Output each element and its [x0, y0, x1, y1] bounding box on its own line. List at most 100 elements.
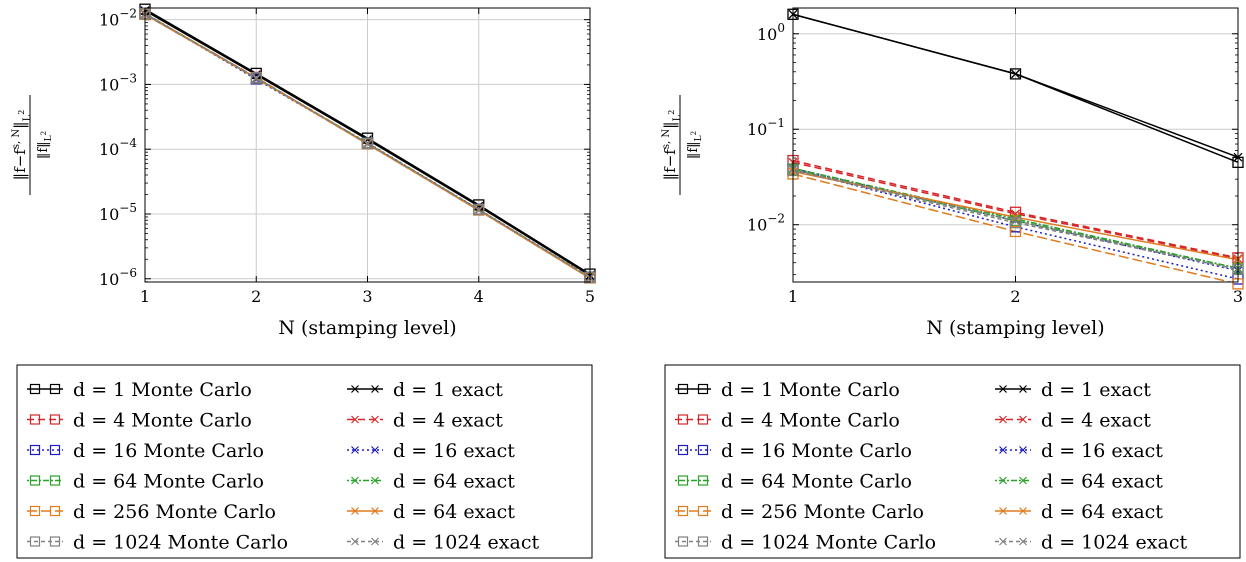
- x-tick-label: 2: [1010, 287, 1020, 306]
- legend-label: d = 16 exact: [393, 440, 515, 462]
- legend-item: d = 64 exact: [347, 501, 515, 523]
- legend-label: d = 64 Monte Carlo: [73, 471, 264, 493]
- legend-label: d = 64 Monte Carlo: [721, 471, 912, 493]
- legend-marker-square: [49, 414, 61, 425]
- legend-label: d = 1024 Monte Carlo: [721, 532, 936, 554]
- legend: d = 1 Monte Carlo d = 1 exact d = 4 Monte …: [664, 364, 1241, 559]
- legend-label: d = 4 Monte Carlo: [721, 410, 900, 432]
- legend-box: [16, 364, 593, 559]
- data-point-x: [1011, 216, 1020, 226]
- legend-item: d = 16 Monte Carlo: [675, 440, 912, 462]
- data-point-x: [251, 73, 261, 83]
- legend-marker-square: [29, 383, 41, 395]
- x-tick-label: 1: [788, 287, 798, 306]
- data-point-x: [474, 205, 484, 215]
- legend-marker-x: [999, 476, 1007, 485]
- data-point-square: [473, 203, 485, 216]
- legend-item: d = 4 Monte Carlo: [675, 410, 900, 432]
- data-point-x: [1011, 69, 1020, 79]
- legend-marker-square: [49, 536, 61, 547]
- legend-label: d = 16 Monte Carlo: [721, 440, 912, 462]
- y-tick-label: 10−2: [99, 7, 137, 30]
- legend-item: d = 64 exact: [347, 471, 515, 493]
- y-tick-label: 10−5: [99, 201, 137, 224]
- x-axis-label: N (stamping level): [926, 317, 1104, 339]
- legend-marker-x: [371, 507, 379, 515]
- legend-marker-x: [351, 415, 359, 424]
- legend-marker-x: [371, 476, 379, 485]
- legend-marker-square: [29, 536, 41, 547]
- legend-marker-square: [29, 475, 41, 486]
- legend-marker-square: [677, 414, 689, 425]
- legend-marker-square: [29, 505, 41, 517]
- legend-marker-x: [351, 446, 359, 454]
- legend-item: d = 1 exact: [347, 379, 503, 401]
- legend-label: d = 4 exact: [393, 410, 503, 432]
- legend-label: d = 256 Monte Carlo: [73, 501, 276, 523]
- legend-item: d = 256 Monte Carlo: [675, 501, 924, 523]
- legend-label: d = 1 exact: [1041, 379, 1151, 401]
- legend-marker-x: [1019, 415, 1027, 424]
- legend-marker-x: [351, 476, 359, 485]
- legend-marker-x: [999, 385, 1007, 393]
- legend-marker-x: [1019, 476, 1027, 485]
- legend: d = 1 Monte Carlo d = 1 exact d = 4 Monte …: [16, 364, 593, 559]
- x-axis-label: N (stamping level): [278, 317, 456, 339]
- legend-marker-x: [999, 507, 1007, 515]
- legend-marker-square: [49, 383, 61, 395]
- data-point-square: [1009, 217, 1022, 229]
- data-point-square: [1009, 225, 1022, 238]
- legend-marker-square: [49, 475, 61, 486]
- series-line: [793, 159, 1238, 259]
- svg-text:‖f−fs, N‖L2: ‖f−fs, N‖L2: [661, 110, 683, 181]
- y-tick-label: 10−2: [747, 212, 785, 235]
- legend-item: d = 1024 exact: [347, 532, 539, 554]
- plot-frame: [792, 7, 1239, 283]
- data-point-x: [251, 74, 261, 84]
- legend-marker-square: [697, 383, 709, 395]
- series-line: [793, 161, 1238, 260]
- y-tick-label: 10−4: [99, 136, 137, 159]
- y-tick-label: 10−1: [747, 116, 785, 139]
- chart-panel-right: 1 2 3 100 10−1 10−2 N (stamping level) ‖f−fs, N…: [661, 7, 1244, 559]
- legend-marker-square: [29, 414, 41, 425]
- legend-box: [664, 364, 1241, 559]
- legend-marker-x: [999, 537, 1007, 546]
- series-line: [793, 168, 1238, 271]
- legend-marker-square: [697, 444, 709, 456]
- x-tick-label: 2: [251, 287, 261, 306]
- legend-label: d = 64 exact: [1041, 501, 1163, 523]
- y-axis-label: ‖f−fs, N‖L2‖f‖L2: [11, 95, 54, 195]
- legend-item: d = 4 exact: [347, 410, 503, 432]
- legend-label: d = 64 exact: [393, 471, 515, 493]
- legend-label: d = 64 exact: [1041, 471, 1163, 493]
- legend-item: d = 64 Monte Carlo: [675, 471, 912, 493]
- legend-marker-square: [677, 505, 689, 517]
- data-point-x: [1011, 214, 1020, 224]
- x-tick-label: 3: [1233, 287, 1243, 306]
- y-axis-label: ‖f−fs, N‖L2‖f‖L2: [661, 95, 704, 195]
- data-point-square: [250, 72, 262, 84]
- data-point-x: [474, 201, 484, 211]
- data-point-x: [363, 139, 372, 149]
- legend-item: d = 4 exact: [995, 410, 1151, 432]
- x-tick-label: 5: [585, 287, 595, 306]
- legend-marker-square: [677, 383, 689, 395]
- legend-item: d = 1024 Monte Carlo: [27, 532, 288, 554]
- legend-marker-x: [351, 385, 359, 393]
- data-point-square: [361, 137, 374, 150]
- legend-item: d = 1 Monte Carlo: [27, 379, 252, 401]
- legend-label: d = 16 Monte Carlo: [73, 440, 264, 462]
- legend-item: d = 64 exact: [995, 471, 1163, 493]
- legend-marker-square: [697, 536, 709, 547]
- x-tick-label: 4: [474, 287, 484, 306]
- legend-marker-x: [371, 415, 379, 424]
- chart-panel-left: 1 2 3 4 5 10−2 10−3 10−4 10−5 10−6 N (stamping lev…: [11, 3, 596, 559]
- legend-label: d = 64 exact: [393, 501, 515, 523]
- legend-marker-x: [1019, 537, 1027, 546]
- legend-marker-square: [697, 475, 709, 486]
- legend-label: d = 1024 exact: [1041, 532, 1187, 554]
- x-tick-label: 3: [362, 287, 372, 306]
- legend-item: d = 16 exact: [995, 440, 1163, 462]
